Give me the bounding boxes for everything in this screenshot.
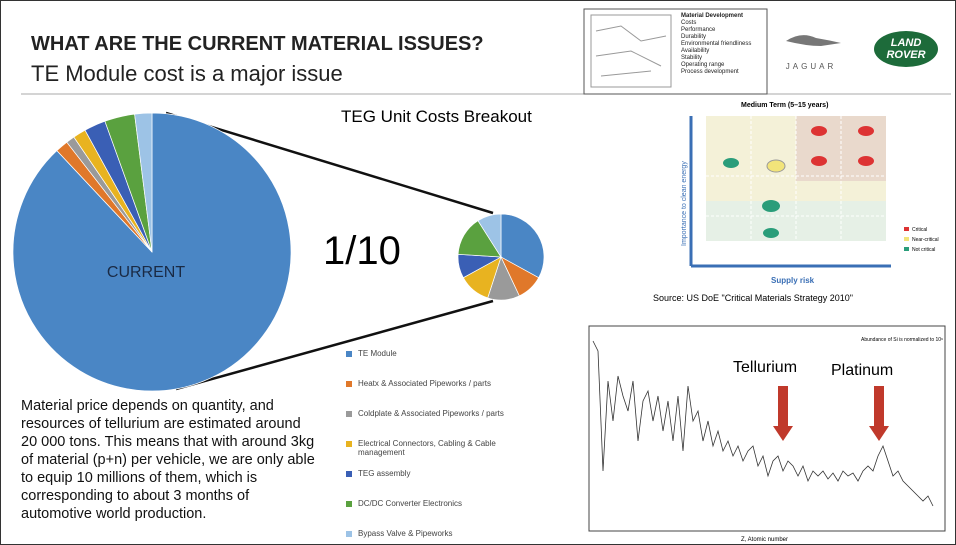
land-rover-logo xyxy=(874,31,938,67)
pie-slice xyxy=(500,213,545,279)
matrix-key: Critical xyxy=(912,227,927,233)
abundance-note: Abundance of Si is normalized to 10⁶ xyxy=(861,337,943,343)
ratio-label: 1/10 xyxy=(323,229,401,273)
diagram-item: Operating range xyxy=(681,62,725,68)
legend: TE Module Heatx & Associated Pipeworks / … xyxy=(346,349,536,544)
diagram-item: Costs xyxy=(681,20,697,26)
logo-text: ROVER xyxy=(886,49,925,61)
legend-label: Electrical Connectors, Cabling & Cable m… xyxy=(358,439,496,457)
logo-text: JAGUAR xyxy=(786,62,836,71)
diagram-sketch xyxy=(590,14,672,88)
pies xyxy=(12,112,545,392)
annotation: Tellurium xyxy=(733,359,797,376)
legend-swatch xyxy=(346,471,352,477)
jaguar-logo xyxy=(786,35,841,46)
diagram-item: Stability xyxy=(681,55,703,61)
matrix-key: Not critical xyxy=(912,247,935,253)
diagram-item: Material Development xyxy=(681,13,744,19)
diagram-item: Durability xyxy=(681,34,707,40)
logo-text: LAND xyxy=(891,37,922,49)
connector-line xyxy=(175,299,494,391)
legend-swatch xyxy=(346,501,352,507)
pie-slice xyxy=(477,213,502,259)
paragraph: Material price depends on quantity, and … xyxy=(21,398,315,522)
subtitle: TE Module cost is a major issue xyxy=(31,61,343,86)
legend-swatch xyxy=(346,531,352,537)
legend-label: Bypass Valve & Pipeworks xyxy=(358,529,453,538)
legend-swatch xyxy=(346,441,352,447)
legend-label: TE Module xyxy=(358,349,397,358)
abundance-x-label: Z, Atomic number xyxy=(741,537,788,543)
matrix-y-label: Importance to clean energy xyxy=(681,161,688,246)
legend-label: DC/DC Converter Electronics xyxy=(358,499,463,508)
diagram-list: Material Development Costs Performance Dura… xyxy=(681,13,751,76)
diagram-item: Availability xyxy=(681,48,710,54)
legend-label: Heatx & Associated Pipeworks / parts xyxy=(358,379,491,388)
legend-item: DC/DC Converter Electronics xyxy=(346,499,536,529)
matrix-chart xyxy=(689,116,909,268)
legend-item: Bypass Valve & Pipeworks xyxy=(346,529,536,544)
matrix-key: Near-critical xyxy=(912,237,939,243)
legend-label: TEG assembly xyxy=(358,469,411,478)
annotation: Platinum xyxy=(831,362,893,379)
title: WHAT ARE THE CURRENT MATERIAL ISSUES? xyxy=(31,33,484,55)
diagram-item: Process development xyxy=(681,69,739,75)
source: Source: US DoE "Critical Materials Strat… xyxy=(653,293,853,303)
legend-item: TEG assembly xyxy=(346,469,536,499)
pie-title: TEG Unit Costs Breakout xyxy=(341,107,532,126)
diagram-item: Environmental friendliness xyxy=(681,41,752,47)
legend-item: Heatx & Associated Pipeworks / parts xyxy=(346,379,536,409)
legend-item: TE Module xyxy=(346,349,536,379)
legend-item: Electrical Connectors, Cabling & Cable m… xyxy=(346,439,536,469)
abundance-chart xyxy=(588,325,946,532)
pie-slice xyxy=(134,112,153,253)
matrix-title: Medium Term (5–15 years) xyxy=(741,102,828,109)
legend-item: Coldplate & Associated Pipeworks / parts xyxy=(346,409,536,439)
diagram-item: Performance xyxy=(681,27,716,33)
connector-line xyxy=(165,111,494,215)
legend-swatch xyxy=(346,351,352,357)
diagram-box xyxy=(583,8,768,95)
legend-swatch xyxy=(346,381,352,387)
legend-label: Coldplate & Associated Pipeworks / parts xyxy=(358,409,504,418)
legend-swatch xyxy=(346,411,352,417)
pie-label: CURRENT xyxy=(107,264,185,281)
matrix-x-label: Supply risk xyxy=(771,276,815,285)
